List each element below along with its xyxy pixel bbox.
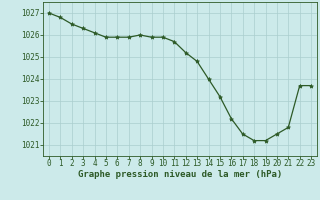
- X-axis label: Graphe pression niveau de la mer (hPa): Graphe pression niveau de la mer (hPa): [78, 170, 282, 179]
